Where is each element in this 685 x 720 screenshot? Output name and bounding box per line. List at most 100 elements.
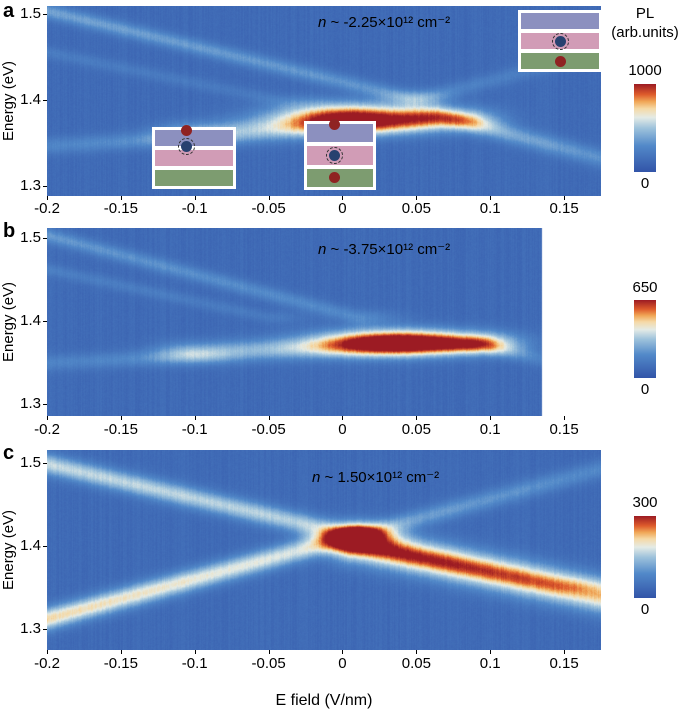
x-tick-mark — [268, 196, 270, 200]
panel-b-heatmap — [47, 228, 601, 416]
x-tick-mark — [416, 416, 418, 420]
y-tick-label: 1.5 — [20, 453, 41, 471]
panel-c-letter: c — [3, 442, 15, 464]
y-tick-label: 1.4 — [20, 536, 41, 554]
panel-c-colorbar-max: 300 — [632, 494, 658, 511]
y-tick-mark — [43, 629, 47, 631]
x-tick-mark — [416, 650, 418, 654]
charge-config-inset — [152, 124, 236, 189]
red-carrier-dot — [180, 124, 192, 136]
dashed-ellipse — [177, 137, 195, 155]
y-tick-mark — [43, 13, 47, 15]
x-tick-label: 0.1 — [479, 655, 501, 672]
annotation-n: n — [318, 241, 327, 258]
panel-b-density-annotation: n ~ -3.75×10¹² cm⁻² — [318, 240, 450, 258]
colorbar-title-line1: PL — [635, 5, 655, 22]
panel-c-colorbar — [634, 516, 656, 598]
y-tick-mark — [43, 237, 47, 239]
layer-bar — [155, 170, 233, 186]
x-tick-mark — [564, 416, 566, 420]
x-tick-label: 0.1 — [479, 421, 501, 438]
panel-a-colorbar-min: 0 — [640, 175, 650, 192]
x-tick-mark — [268, 650, 270, 654]
layer-bar — [155, 130, 233, 146]
x-tick-mark — [564, 650, 566, 654]
y-tick-label: 1.3 — [20, 176, 41, 194]
y-tick-mark — [43, 185, 47, 187]
x-tick-label: 0.05 — [401, 200, 431, 217]
x-tick-mark — [416, 196, 418, 200]
x-tick-mark — [47, 650, 48, 654]
y-tick-label: 1.4 — [20, 311, 41, 329]
panel-c-density-annotation: n ~ 1.50×10¹² cm⁻² — [312, 468, 439, 486]
panel-a-density-annotation: n ~ -2.25×10¹² cm⁻² — [318, 13, 450, 31]
annotation-text: ~ -2.25×10¹² cm⁻² — [326, 14, 451, 31]
x-tick-label: -0.2 — [34, 655, 60, 672]
layer-bar — [307, 124, 373, 143]
x-axis-title: E field (V/nm) — [275, 692, 373, 709]
x-tick-mark — [194, 196, 196, 200]
x-tick-label: -0.15 — [103, 200, 138, 217]
layer-bar — [307, 168, 373, 187]
annotation-text: ~ -3.75×10¹² cm⁻² — [326, 241, 451, 258]
y-tick-label: 1.4 — [20, 90, 41, 108]
x-tick-mark — [342, 416, 344, 420]
panel-a-colorbar — [634, 84, 656, 172]
x-tick-label: 0.15 — [549, 200, 579, 217]
panel-a-colorbar-max: 1000 — [628, 62, 662, 79]
panel-b-colorbar-max: 650 — [632, 279, 658, 296]
y-tick-mark — [43, 99, 47, 101]
x-tick-mark — [490, 196, 492, 200]
x-tick-label: -0.15 — [103, 421, 138, 438]
x-tick-mark — [268, 416, 270, 420]
x-tick-mark — [342, 650, 344, 654]
dashed-ellipse — [551, 32, 569, 50]
panel-c-colorbar-min: 0 — [640, 601, 650, 618]
y-tick-label: 1.5 — [20, 228, 41, 246]
panel-b-letter: b — [3, 220, 16, 242]
x-tick-label: 0.1 — [479, 200, 501, 217]
y-tick-mark — [43, 403, 47, 405]
layer-bar — [521, 13, 599, 29]
x-tick-label: -0.15 — [103, 655, 138, 672]
colorbar-title-line2: (arb.units) — [611, 24, 679, 41]
x-tick-label: 0 — [338, 200, 347, 217]
x-tick-mark — [120, 196, 122, 200]
x-tick-mark — [194, 416, 196, 420]
x-tick-label: -0.05 — [251, 655, 286, 672]
charge-config-inset — [518, 10, 602, 72]
x-tick-mark — [47, 196, 48, 200]
x-tick-label: -0.2 — [34, 421, 60, 438]
x-tick-mark — [490, 650, 492, 654]
x-tick-mark — [564, 196, 566, 200]
red-carrier-dot — [328, 172, 340, 184]
x-tick-label: 0 — [338, 655, 347, 672]
charge-config-inset — [304, 118, 376, 190]
panel-c-heatmap — [47, 450, 601, 650]
panel-a-letter: a — [3, 0, 15, 22]
y-tick-mark — [43, 545, 47, 547]
panel-b-colorbar — [634, 300, 656, 378]
dashed-ellipse — [325, 147, 343, 164]
x-tick-label: -0.1 — [181, 655, 208, 672]
red-carrier-dot — [554, 55, 566, 67]
x-tick-label: -0.1 — [181, 200, 208, 217]
x-tick-label: 0.15 — [549, 421, 579, 438]
x-tick-mark — [342, 196, 344, 200]
annotation-text: ~ 1.50×10¹² cm⁻² — [320, 469, 440, 486]
red-carrier-dot — [328, 118, 340, 130]
colorbar-title: PL (arb.units) — [606, 4, 684, 42]
x-tick-label: -0.05 — [251, 421, 286, 438]
y-tick-mark — [43, 462, 47, 464]
x-tick-mark — [490, 416, 492, 420]
x-tick-label: 0 — [338, 421, 347, 438]
x-tick-label: 0.05 — [401, 421, 431, 438]
x-tick-mark — [47, 416, 48, 420]
layer-bar — [155, 150, 233, 166]
x-tick-label: 0.05 — [401, 655, 431, 672]
x-tick-mark — [194, 650, 196, 654]
x-tick-mark — [120, 416, 122, 420]
x-tick-label: -0.1 — [181, 421, 208, 438]
y-tick-mark — [43, 320, 47, 322]
